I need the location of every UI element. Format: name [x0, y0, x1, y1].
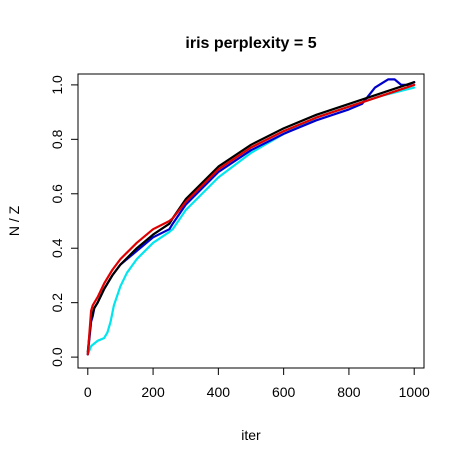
x-tick-label: 0	[84, 384, 92, 400]
y-tick-label: 0.8	[49, 129, 65, 149]
chart-title: iris perplexity = 5	[185, 35, 316, 52]
y-axis: 0.0 0.2 0.4 0.6 0.8 1.0	[49, 75, 79, 367]
y-tick-label: 0.4	[49, 238, 65, 258]
x-tick-label: 800	[337, 384, 361, 400]
y-tick-label: 1.0	[49, 75, 65, 95]
plot-frame	[77, 73, 425, 369]
series-line-4	[86, 83, 416, 356]
series-line-2	[86, 78, 416, 356]
x-tick-label: 1000	[399, 384, 430, 400]
x-tick-label: 400	[207, 384, 231, 400]
series-line-1	[86, 86, 416, 356]
y-axis-label: N / Z	[6, 205, 22, 236]
series-group	[86, 78, 416, 356]
x-tick-label: 200	[141, 384, 165, 400]
y-tick-label: 0.2	[49, 293, 65, 313]
y-tick-label: 0.0	[49, 347, 65, 367]
y-tick-label: 0.6	[49, 184, 65, 204]
x-tick-label: 600	[272, 384, 296, 400]
x-axis-label: iter	[241, 427, 261, 443]
series-line-3	[86, 81, 416, 353]
x-axis: 0 200 400 600 800 1000	[84, 367, 430, 400]
